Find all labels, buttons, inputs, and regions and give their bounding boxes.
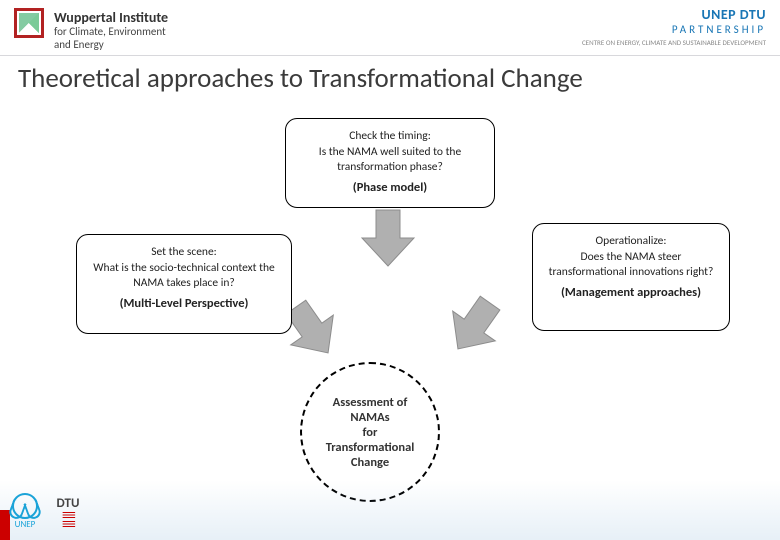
dtu-footer-logo: DTU ≡≡≡≡ — [48, 496, 88, 530]
dtu-bars-icon: ≡≡≡≡ — [48, 511, 88, 530]
arrow-right — [431, 283, 518, 369]
un-laurel-icon — [12, 493, 38, 519]
header-bar: Wuppertal Institute for Climate, Environ… — [0, 0, 780, 56]
wuppertal-logo-icon — [14, 8, 44, 38]
arrow-top — [356, 208, 420, 268]
center-line: Change — [351, 455, 389, 470]
wuppertal-text: Wuppertal Institute for Climate, Environ… — [54, 10, 168, 51]
node-model: (Management approaches) — [545, 285, 717, 301]
center-circle: Assessment ofNAMAsforTransformationalCha… — [300, 362, 440, 502]
red-accent-tab — [0, 510, 10, 540]
node-model: (Multi-Level Perspective) — [89, 296, 279, 312]
node-top: Check the timing: Is the NAMA well suited… — [285, 118, 495, 208]
unep-sub: PARTNERSHIP — [582, 23, 766, 36]
node-model: (Phase model) — [298, 180, 482, 196]
unep-dtu-logo: UNEP DTU PARTNERSHIP CENTRE ON ENERGY, C… — [582, 6, 766, 47]
node-header: Operationalize: — [545, 234, 717, 248]
node-right: Operationalize: Does the NAMA steer trans… — [532, 223, 730, 331]
center-line: NAMAs — [350, 410, 389, 425]
node-left: Set the scene: What is the socio-technica… — [76, 234, 292, 334]
center-line: Transformational — [326, 440, 415, 455]
unep-brand: UNEP DTU — [582, 6, 766, 23]
node-body: Is the NAMA well suited to the transform… — [298, 145, 482, 174]
node-header: Check the timing: — [298, 129, 482, 143]
unep-footer-logo: UNEP — [12, 493, 38, 530]
footer-logos: UNEP DTU ≡≡≡≡ — [12, 493, 88, 530]
center-line: Assessment of — [333, 395, 408, 410]
slide: Wuppertal Institute for Climate, Environ… — [0, 0, 780, 540]
center-text: Assessment ofNAMAsforTransformationalCha… — [326, 395, 415, 470]
node-body: Does the NAMA steer transformational inn… — [545, 250, 717, 279]
node-body: What is the socio-technical context the … — [89, 261, 279, 290]
unep-footer-label: UNEP — [12, 519, 38, 530]
node-header: Set the scene: — [89, 245, 279, 259]
wuppertal-name: Wuppertal Institute — [54, 10, 168, 26]
center-line: for — [363, 425, 378, 440]
unep-tagline: CENTRE ON ENERGY, CLIMATE AND SUSTAINABL… — [582, 38, 766, 47]
page-title: Theoretical approaches to Transformation… — [18, 62, 583, 95]
wuppertal-tagline-2: and Energy — [54, 39, 168, 52]
wuppertal-tagline-1: for Climate, Environment — [54, 26, 168, 39]
